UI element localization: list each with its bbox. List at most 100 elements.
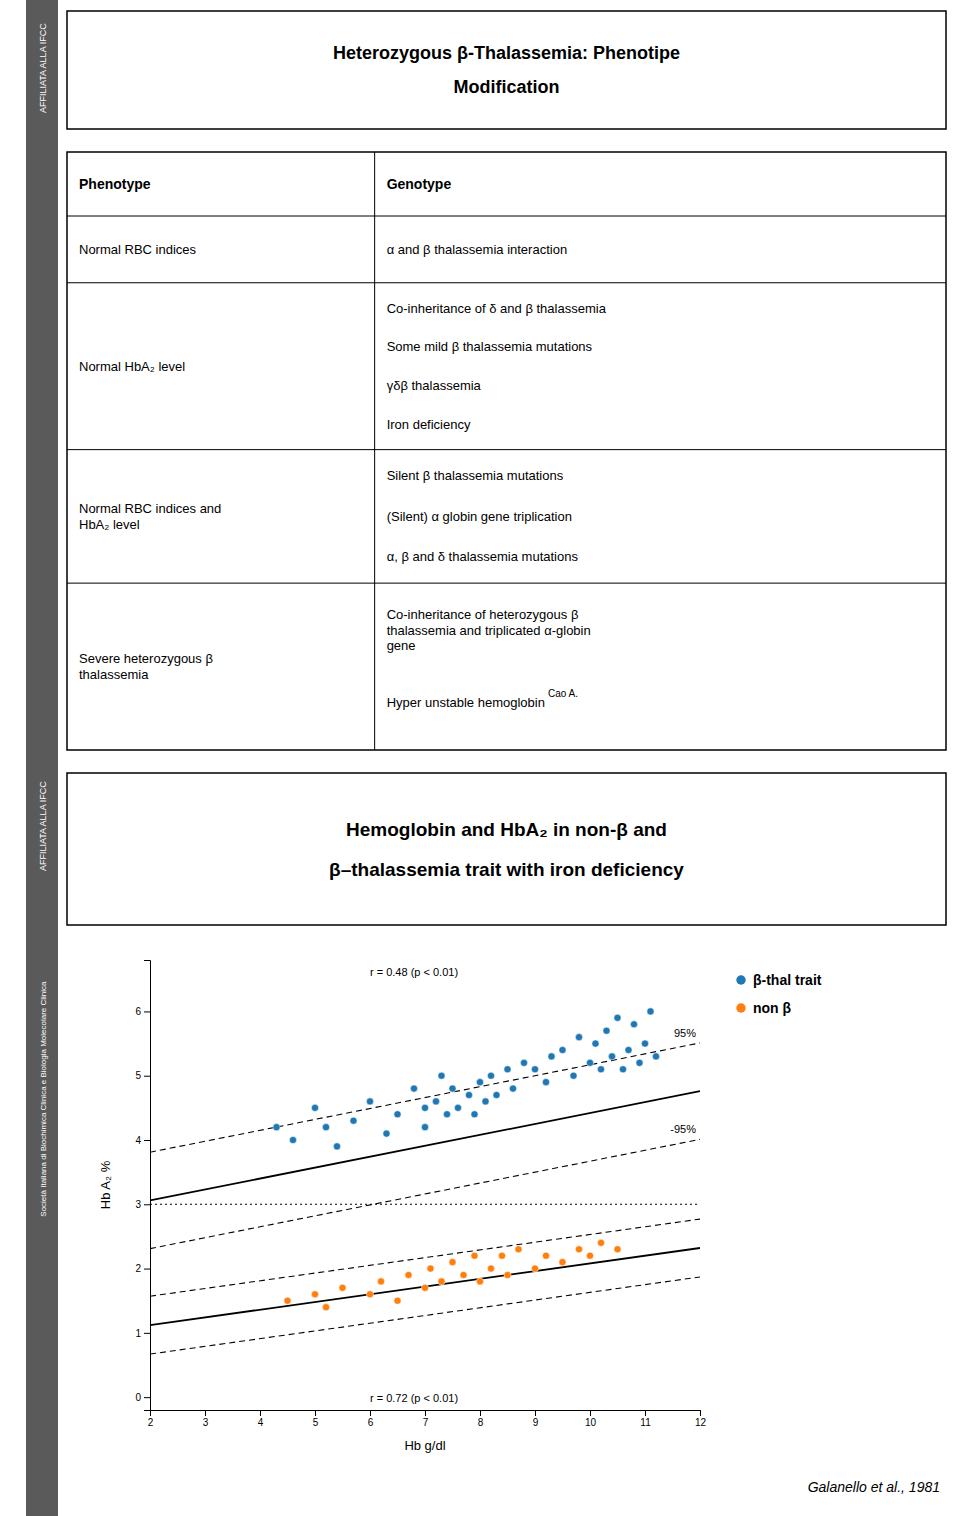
tick-mark bbox=[144, 1076, 150, 1077]
point bbox=[636, 1059, 643, 1066]
tick-mark bbox=[645, 1410, 646, 1416]
point bbox=[487, 1072, 494, 1079]
point bbox=[322, 1304, 329, 1311]
point bbox=[333, 1143, 340, 1150]
tick-label: 11 bbox=[640, 1417, 651, 1428]
point bbox=[432, 1098, 439, 1105]
point bbox=[410, 1085, 417, 1092]
point bbox=[641, 1040, 648, 1047]
cell-genotype-line: Hyper unstable hemoglobin bbox=[387, 695, 545, 710]
point bbox=[366, 1098, 373, 1105]
row-divider bbox=[67, 583, 946, 584]
sidebar-strip bbox=[26, 0, 58, 758]
sidebar-strip bbox=[26, 758, 58, 1516]
cell-genotype-line: Iron deficiency bbox=[387, 417, 471, 432]
point bbox=[471, 1111, 478, 1118]
cell-genotype: Hyper unstable hemoglobin bbox=[387, 695, 545, 710]
tick-mark bbox=[144, 1204, 150, 1205]
line bbox=[150, 1139, 700, 1248]
cell-genotype: γδβ thalassemia bbox=[387, 378, 482, 393]
annotation: r = 0.48 (p < 0.01) bbox=[370, 966, 458, 978]
y-tick: 3 bbox=[135, 1199, 150, 1210]
tick-mark bbox=[144, 1011, 150, 1012]
tick-mark bbox=[144, 1269, 150, 1270]
point bbox=[487, 1265, 494, 1272]
plot-marks bbox=[150, 1008, 700, 1354]
point bbox=[559, 1259, 566, 1266]
tick-label: 6 bbox=[135, 1006, 141, 1017]
point bbox=[597, 1239, 604, 1246]
point bbox=[625, 1046, 632, 1053]
cell-phenotype-line: Normal HbA₂ level bbox=[79, 359, 185, 374]
point bbox=[454, 1104, 461, 1111]
title: Heterozygous β-Thalassemia: PhenotipeMod… bbox=[333, 43, 680, 97]
tick-mark bbox=[144, 1397, 150, 1398]
tick-label: 6 bbox=[368, 1417, 374, 1428]
point bbox=[498, 1252, 505, 1259]
cell-genotype: Some mild β thalassemia mutations bbox=[387, 339, 593, 354]
y-axis-title: Hb A₂ % bbox=[98, 1160, 113, 1209]
cell-phenotype-line: thalassemia bbox=[79, 667, 149, 682]
tick-mark bbox=[535, 1410, 536, 1416]
legend-label: β-thal trait bbox=[753, 972, 822, 988]
point bbox=[438, 1278, 445, 1285]
line bbox=[150, 1277, 700, 1354]
point bbox=[471, 1252, 478, 1259]
y-tick: 6 bbox=[135, 1006, 150, 1017]
point bbox=[493, 1091, 500, 1098]
point bbox=[476, 1278, 483, 1285]
tick-label: 4 bbox=[258, 1417, 264, 1428]
point bbox=[559, 1046, 566, 1053]
header-divider bbox=[67, 216, 946, 217]
x-tick: 9 bbox=[533, 1410, 539, 1428]
tick-label: 5 bbox=[313, 1417, 319, 1428]
cell-genotype-line: gene bbox=[387, 638, 416, 653]
point bbox=[597, 1066, 604, 1073]
point bbox=[592, 1040, 599, 1047]
cell-genotype-line: Co-inheritance of heterozygous β bbox=[387, 607, 579, 622]
y-tick: 1 bbox=[135, 1328, 150, 1339]
y-tick: 2 bbox=[135, 1263, 150, 1274]
tick-label: 0 bbox=[135, 1392, 141, 1403]
column-header: Phenotype bbox=[79, 176, 151, 192]
y-tick: 4 bbox=[135, 1135, 150, 1146]
table-box bbox=[67, 152, 946, 750]
cell-phenotype-line: Normal RBC indices bbox=[79, 242, 197, 257]
title: Hemoglobin and HbA₂ in non-β andβ–thalas… bbox=[329, 819, 684, 880]
cell-genotype-line: γδβ thalassemia bbox=[387, 378, 482, 393]
point bbox=[531, 1066, 538, 1073]
tick-mark bbox=[315, 1410, 316, 1416]
column-header: Genotype bbox=[387, 176, 452, 192]
tick-label: 1 bbox=[135, 1328, 141, 1339]
point bbox=[652, 1053, 659, 1060]
point bbox=[570, 1072, 577, 1079]
tick-mark bbox=[700, 1410, 701, 1416]
point bbox=[614, 1246, 621, 1253]
cell-genotype: Co-inheritance of heterozygous βthalasse… bbox=[387, 607, 591, 653]
x-tick: 8 bbox=[478, 1410, 484, 1428]
tick-mark bbox=[370, 1410, 371, 1416]
cell-phenotype-line: HbA₂ level bbox=[79, 517, 140, 532]
tick-mark bbox=[144, 1333, 150, 1334]
point bbox=[339, 1284, 346, 1291]
legend: β-thal trait non β bbox=[736, 972, 821, 1016]
x-tick: 12 bbox=[695, 1410, 707, 1428]
title-line: Hemoglobin and HbA₂ in non-β and bbox=[346, 819, 667, 840]
point bbox=[449, 1259, 456, 1266]
x-axis: 23456789101112 bbox=[148, 1410, 707, 1428]
cell-genotype-line: α and β thalassemia interaction bbox=[387, 242, 567, 257]
tick-mark bbox=[425, 1410, 426, 1416]
line bbox=[150, 1043, 700, 1152]
x-tick: 10 bbox=[585, 1410, 597, 1428]
point bbox=[542, 1079, 549, 1086]
legend-symbol bbox=[736, 975, 745, 984]
legend-label: non β bbox=[753, 1000, 792, 1016]
row-divider bbox=[67, 449, 946, 450]
point bbox=[630, 1021, 637, 1028]
point bbox=[427, 1265, 434, 1272]
cell-genotype-line: (Silent) α globin gene triplication bbox=[387, 509, 572, 524]
cell-genotype: Iron deficiency bbox=[387, 417, 471, 432]
cell-genotype: α and β thalassemia interaction bbox=[387, 242, 567, 257]
point bbox=[515, 1246, 522, 1253]
cell-genotype-line: α, β and δ thalassemia mutations bbox=[387, 549, 579, 564]
